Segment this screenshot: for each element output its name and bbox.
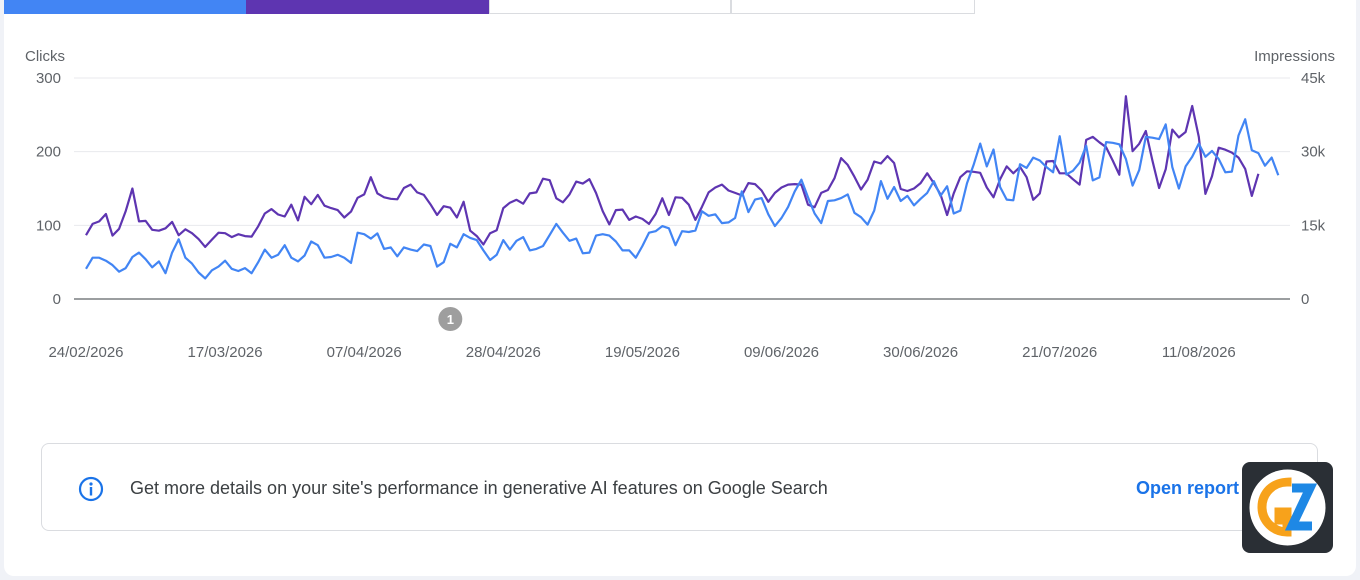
right-tick-label: 0 — [1301, 291, 1309, 308]
ai-features-notice: Get more details on your site's performa… — [41, 443, 1318, 531]
gz-logo-mark — [1249, 469, 1326, 546]
tab-average-ctr[interactable] — [489, 0, 731, 14]
right-tick-label: 45k — [1301, 70, 1326, 87]
right-tick-label: 15k — [1301, 217, 1326, 234]
x-tick-label: 07/04/2026 — [327, 344, 402, 361]
impressions-series-line — [85, 95, 1260, 248]
right-tick-label: 30k — [1301, 144, 1326, 161]
gz-logo — [1242, 462, 1333, 553]
info-icon — [78, 476, 104, 502]
x-tick-label: 17/03/2026 — [188, 344, 263, 361]
notice-text: Get more details on your site's performa… — [130, 478, 828, 498]
left-tick-label: 0 — [53, 291, 61, 308]
left-tick-label: 200 — [36, 144, 61, 161]
left-tick-label: 300 — [36, 70, 61, 87]
x-tick-label: 28/04/2026 — [466, 344, 541, 361]
open-report-link[interactable]: Open report — [1136, 478, 1240, 498]
left-tick-label: 100 — [36, 217, 61, 234]
tab-total-clicks[interactable] — [4, 0, 246, 14]
annotation-marker — [438, 307, 463, 331]
clicks-series-line — [85, 118, 1280, 280]
x-tick-label: 24/02/2026 — [48, 344, 123, 361]
tab-total-impressions[interactable] — [246, 0, 489, 14]
tab-average-position[interactable] — [731, 0, 975, 14]
metric-tabs — [4, 0, 975, 14]
x-tick-label: 21/07/2026 — [1022, 344, 1097, 361]
x-tick-label: 30/06/2026 — [883, 344, 958, 361]
right-axis-title: Impressions — [1254, 48, 1335, 65]
left-axis-title: Clicks — [25, 48, 65, 65]
x-tick-label: 11/08/2026 — [1162, 344, 1236, 361]
annotation-label: 1 — [447, 312, 454, 327]
performance-chart: 0 0 100 15k 200 30k 300 45k Clicks Impressions 24/… — [25, 48, 1335, 361]
x-tick-label: 09/06/2026 — [744, 344, 819, 361]
x-tick-label: 19/05/2026 — [605, 344, 680, 361]
